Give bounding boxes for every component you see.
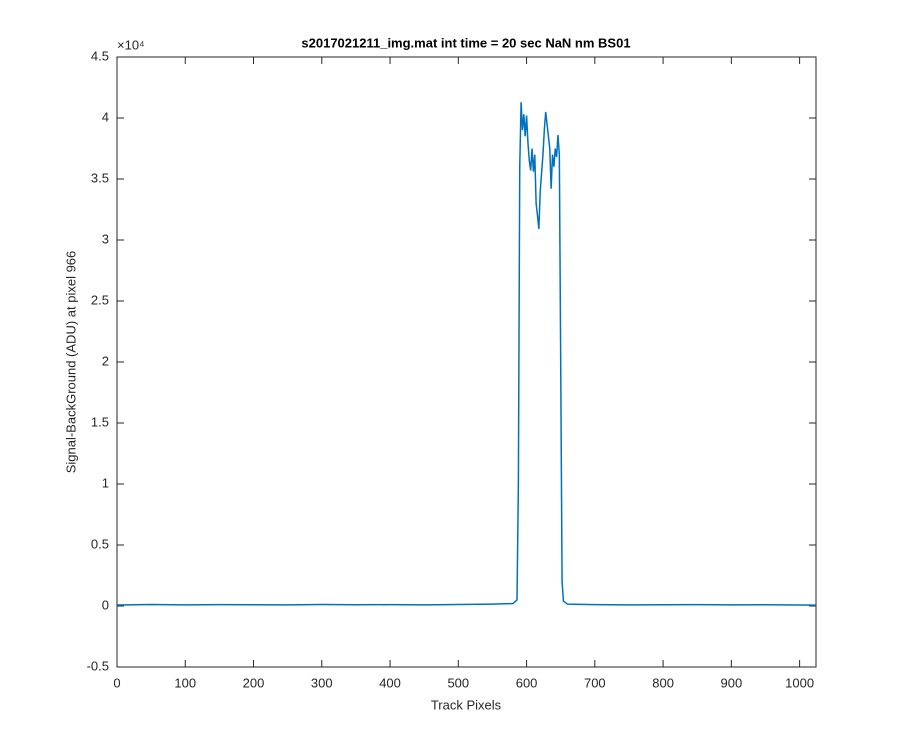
- y-tick-label: -0.5: [87, 658, 109, 673]
- y-tick-label: 1.5: [91, 414, 109, 429]
- y-tick-label: 0: [102, 597, 109, 612]
- x-tick-label: 1000: [785, 675, 814, 690]
- chart-title: s2017021211_img.mat int time = 20 sec Na…: [301, 35, 630, 50]
- y-tick-label: 0.5: [91, 536, 109, 551]
- y-axis-label: Signal-BackGround (ADU) at pixel 966: [63, 251, 78, 474]
- y-tick-label: 2: [102, 353, 109, 368]
- x-tick-label: 0: [113, 675, 120, 690]
- x-tick-label: 400: [379, 675, 401, 690]
- x-tick-label: 700: [584, 675, 606, 690]
- y-tick-label: 3: [102, 231, 109, 246]
- x-tick-label: 600: [516, 675, 538, 690]
- y-tick-label: 1: [102, 475, 109, 490]
- y-tick-label: 4: [102, 109, 109, 124]
- x-tick-label: 500: [447, 675, 469, 690]
- y-tick-label: 4.5: [91, 48, 109, 63]
- x-tick-label: 800: [652, 675, 674, 690]
- x-tick-label: 200: [243, 675, 265, 690]
- y-tick-label: 3.5: [91, 170, 109, 185]
- x-tick-label: 100: [174, 675, 196, 690]
- data-line: [116, 102, 817, 606]
- y-exponent: ×10⁴: [117, 37, 145, 52]
- x-tick-label: 900: [721, 675, 743, 690]
- x-axis-label: Track Pixels: [431, 697, 502, 712]
- y-tick-label: 2.5: [91, 292, 109, 307]
- x-tick-label: 300: [311, 675, 333, 690]
